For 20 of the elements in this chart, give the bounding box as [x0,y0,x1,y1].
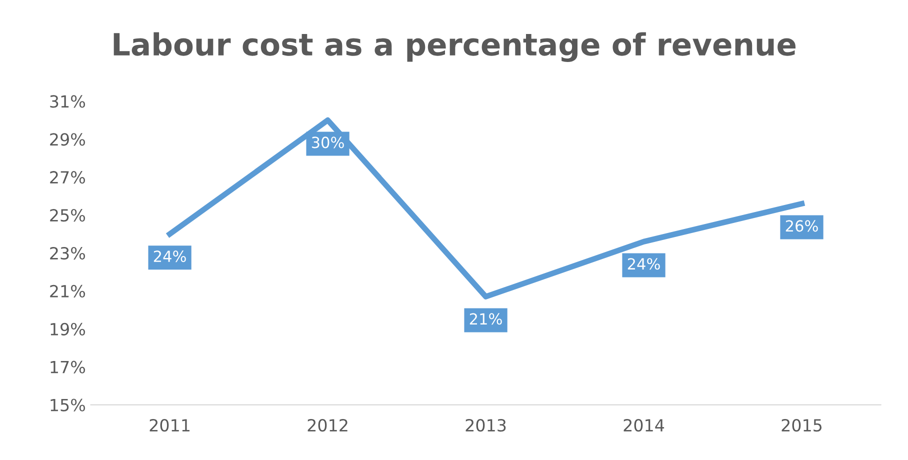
data-label: 24% [628,258,660,270]
x-tick-label: 2014 [624,418,664,432]
data-label: 26% [786,220,818,232]
x-tick-label: 2013 [466,418,506,432]
y-tick-label: 21% [50,284,86,298]
y-tick-label: 23% [50,246,86,260]
y-tick-label: 25% [50,209,86,222]
y-tick-label: 19% [50,322,86,336]
x-tick-label: 2011 [150,418,190,432]
y-tick-label: 27% [50,171,86,184]
y-tick-label: 31% [50,95,86,108]
y-tick-label: 29% [50,133,86,146]
y-tick-label: 17% [50,360,86,374]
chart-title: Labour cost as a percentage of revenue [114,32,796,62]
y-tick-label: 15% [50,398,86,412]
data-label: 30% [312,136,344,148]
data-label: 21% [470,313,502,325]
x-tick-label: 2015 [782,418,822,432]
x-tick-label: 2012 [308,418,348,432]
data-label: 24% [154,250,186,262]
